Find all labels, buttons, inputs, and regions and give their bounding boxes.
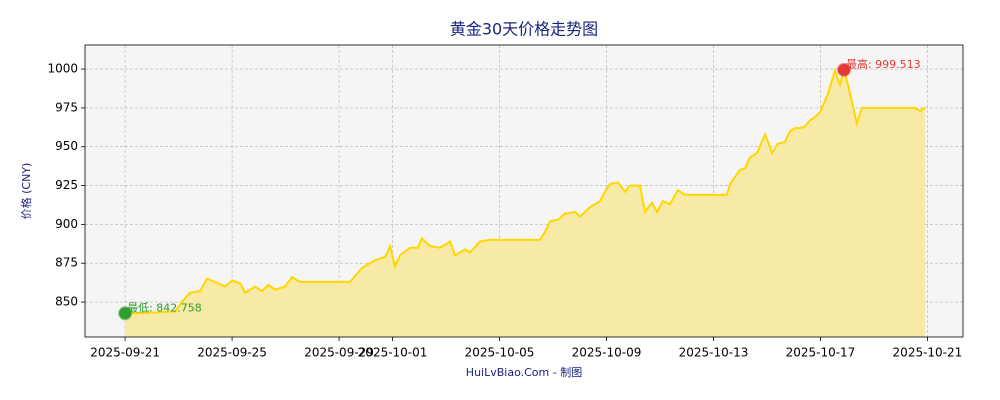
x-tick-label: 2025-10-21 — [893, 346, 963, 360]
y-tick-label: 875 — [55, 256, 78, 270]
x-axis-label: HuiLvBiao.Com - 制图 — [466, 366, 582, 379]
line — [125, 65, 926, 315]
y-tick-label: 950 — [55, 139, 78, 153]
x-tick-label: 2025-09-29 — [304, 346, 374, 360]
y-tick-label: 850 — [55, 295, 78, 309]
area — [125, 69, 926, 337]
y-tick-label: 975 — [55, 100, 78, 114]
x-tick-label: 2025-10-13 — [679, 346, 749, 360]
x-tick-label: 2025-09-21 — [90, 346, 160, 360]
chart-title: 黄金30天价格走势图 — [450, 20, 598, 39]
plot-frame — [84, 44, 964, 338]
y-tick-label: 900 — [55, 217, 78, 231]
y-tick-label: 925 — [55, 178, 78, 192]
annotation-marker — [836, 62, 851, 77]
annotation-label: 最高: 999.513 — [846, 57, 921, 71]
y-tick-label: 1000 — [47, 62, 78, 76]
annotation-label: 最低: 842.758 — [127, 301, 202, 314]
x-tick-label: 2025-10-05 — [465, 346, 535, 360]
annotation-marker — [118, 306, 133, 321]
x-tick-label: 2025-10-01 — [358, 346, 428, 360]
y-axis-label: 价格 (CNY) — [19, 163, 33, 220]
x-tick-label: 2025-09-25 — [197, 346, 267, 360]
x-tick-label: 2025-10-09 — [572, 346, 642, 360]
x-tick-label: 2025-10-17 — [786, 346, 856, 360]
